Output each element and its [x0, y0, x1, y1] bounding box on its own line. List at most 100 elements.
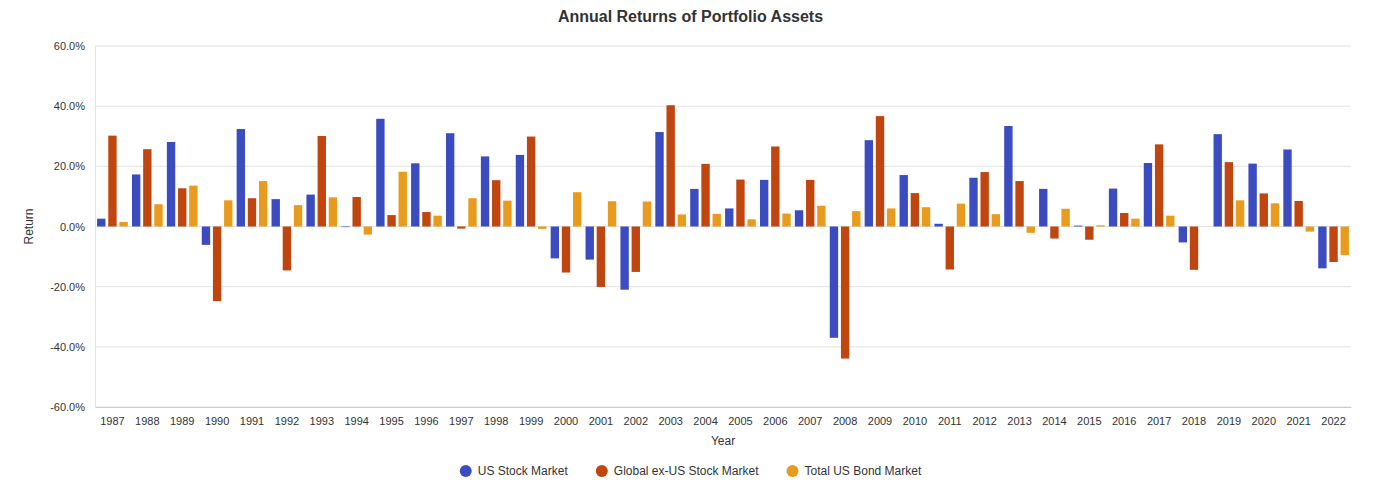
bar — [132, 174, 140, 226]
x-tick-label: 2016 — [1112, 415, 1136, 427]
bar — [1074, 225, 1082, 227]
x-tick-label: 1998 — [484, 415, 508, 427]
x-tick: 2017 — [1147, 407, 1171, 427]
bar — [341, 226, 349, 228]
x-tick: 1987 — [100, 407, 124, 427]
bar — [294, 205, 302, 226]
legend: US Stock Market Global ex-US Stock Market… — [460, 464, 922, 478]
x-tick-label: 2021 — [1286, 415, 1310, 427]
bar — [538, 227, 546, 229]
x-tick-label: 2010 — [903, 415, 927, 427]
x-tick: 1998 — [484, 407, 508, 427]
x-tick: 2013 — [1007, 407, 1031, 427]
bar — [481, 156, 489, 226]
x-tick-label: 1997 — [449, 415, 473, 427]
bar — [178, 188, 186, 226]
x-tick-label: 2015 — [1077, 415, 1101, 427]
x-tick-label: 2004 — [693, 415, 717, 427]
x-tick: 2021 — [1286, 407, 1310, 427]
bar — [1179, 227, 1187, 243]
x-tick-label: 1993 — [310, 415, 334, 427]
x-tick: 1995 — [379, 407, 403, 427]
bar — [492, 180, 500, 226]
x-tick: 1996 — [414, 407, 438, 427]
bar — [1225, 162, 1233, 226]
bar — [154, 204, 162, 226]
bar — [1155, 144, 1163, 226]
x-tick: 2018 — [1182, 407, 1206, 427]
x-tick: 1993 — [310, 407, 334, 427]
bar — [760, 180, 768, 227]
bar — [1318, 227, 1326, 269]
bar — [248, 198, 256, 226]
bar — [957, 204, 965, 227]
bar — [817, 206, 825, 227]
x-tick-label: 1999 — [519, 415, 543, 427]
bar — [119, 222, 127, 227]
bar — [1341, 227, 1349, 256]
bar — [143, 149, 151, 226]
bar — [620, 227, 628, 290]
bar — [701, 164, 709, 227]
y-tick: 20.0% — [54, 160, 95, 172]
bar — [1201, 226, 1209, 227]
x-tick: 1999 — [519, 407, 543, 427]
x-tick-label: 2020 — [1252, 415, 1276, 427]
y-tick: -60.0% — [50, 401, 95, 413]
legend-label: Total US Bond Market — [805, 464, 922, 478]
bar — [969, 178, 977, 227]
bar — [411, 163, 419, 226]
bar — [422, 212, 430, 226]
x-axis-line — [96, 407, 1352, 408]
bar — [841, 227, 849, 359]
bar — [573, 192, 581, 226]
y-tick: 40.0% — [54, 100, 95, 112]
x-tick-label: 2006 — [763, 415, 787, 427]
x-tick-label: 1988 — [135, 415, 159, 427]
chart: -60.0%-40.0%-20.0%0.0%20.0%40.0%60.0%198… — [0, 0, 1381, 497]
bar — [306, 195, 314, 227]
bar — [1166, 216, 1174, 227]
bar — [446, 133, 454, 226]
bar — [690, 189, 698, 227]
bar — [1096, 225, 1104, 226]
x-tick: 2015 — [1077, 407, 1101, 427]
x-tick-label: 2012 — [972, 415, 996, 427]
bar — [516, 155, 524, 227]
bar — [237, 129, 245, 226]
x-tick: 2007 — [798, 407, 822, 427]
bar — [725, 208, 733, 226]
legend-label: US Stock Market — [478, 464, 569, 478]
x-axis: 1987198819891990199119921993199419951996… — [96, 407, 1352, 427]
bar — [1039, 189, 1047, 227]
bar — [1120, 213, 1128, 227]
y-axis-title: Return — [22, 208, 36, 244]
bar — [108, 136, 116, 227]
y-tick: -20.0% — [50, 281, 95, 293]
bar — [457, 227, 465, 229]
x-tick: 2006 — [763, 407, 787, 427]
bar — [865, 140, 873, 226]
bar — [1236, 200, 1244, 226]
x-tick-label: 2011 — [938, 415, 962, 427]
x-tick-label: 2002 — [624, 415, 648, 427]
x-tick-label: 2019 — [1217, 415, 1241, 427]
x-tick: 2003 — [658, 407, 682, 427]
y-tick-label: -40.0% — [50, 341, 85, 353]
legend-item: Global ex-US Stock Market — [596, 464, 759, 478]
bar — [1283, 149, 1291, 226]
bar — [1248, 164, 1256, 227]
bar — [922, 207, 930, 226]
bar — [806, 180, 814, 227]
x-tick-label: 2000 — [554, 415, 578, 427]
x-tick-label: 2009 — [868, 415, 892, 427]
x-tick-label: 2005 — [728, 415, 752, 427]
grid — [95, 46, 1351, 407]
bar — [632, 227, 640, 272]
y-tick-label: 0.0% — [60, 221, 85, 233]
bar — [551, 227, 559, 259]
x-tick: 2019 — [1217, 407, 1241, 427]
bar — [934, 224, 942, 227]
bar — [259, 181, 267, 226]
legend-item: Total US Bond Market — [787, 464, 922, 478]
